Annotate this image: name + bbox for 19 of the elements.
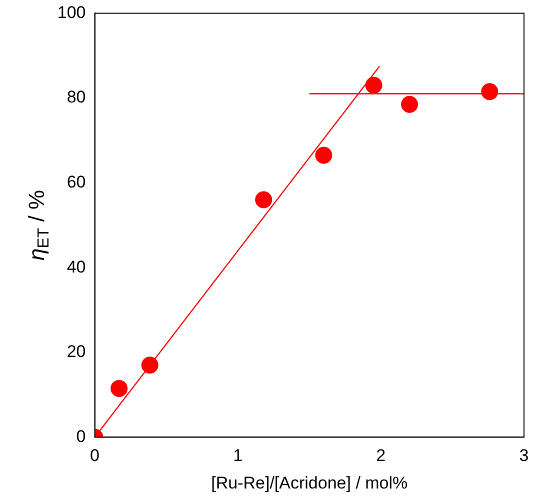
point: [481, 83, 498, 100]
point: [365, 76, 382, 94]
x-tick-label: 2: [376, 446, 386, 466]
x-tick-label: 1: [233, 446, 243, 466]
point: [401, 96, 418, 113]
point: [255, 191, 272, 208]
y-tick-label: 60: [66, 172, 86, 192]
y-tick-label: 80: [66, 88, 86, 107]
y-tick-label: 20: [66, 342, 86, 362]
x-tick-label: 3: [519, 446, 529, 466]
point: [315, 146, 332, 164]
x-axis-title: [Ru-Re]/[Acridone] / mol%: [211, 473, 408, 492]
x-tick-label: 0: [90, 446, 100, 466]
point: [110, 380, 128, 397]
y-tick-label: 40: [66, 257, 86, 276]
point: [141, 356, 158, 374]
y-axis-title: ηET / %: [24, 190, 52, 260]
y-tick-label: 100: [57, 2, 86, 22]
y-tick-label: 0: [76, 426, 86, 446]
